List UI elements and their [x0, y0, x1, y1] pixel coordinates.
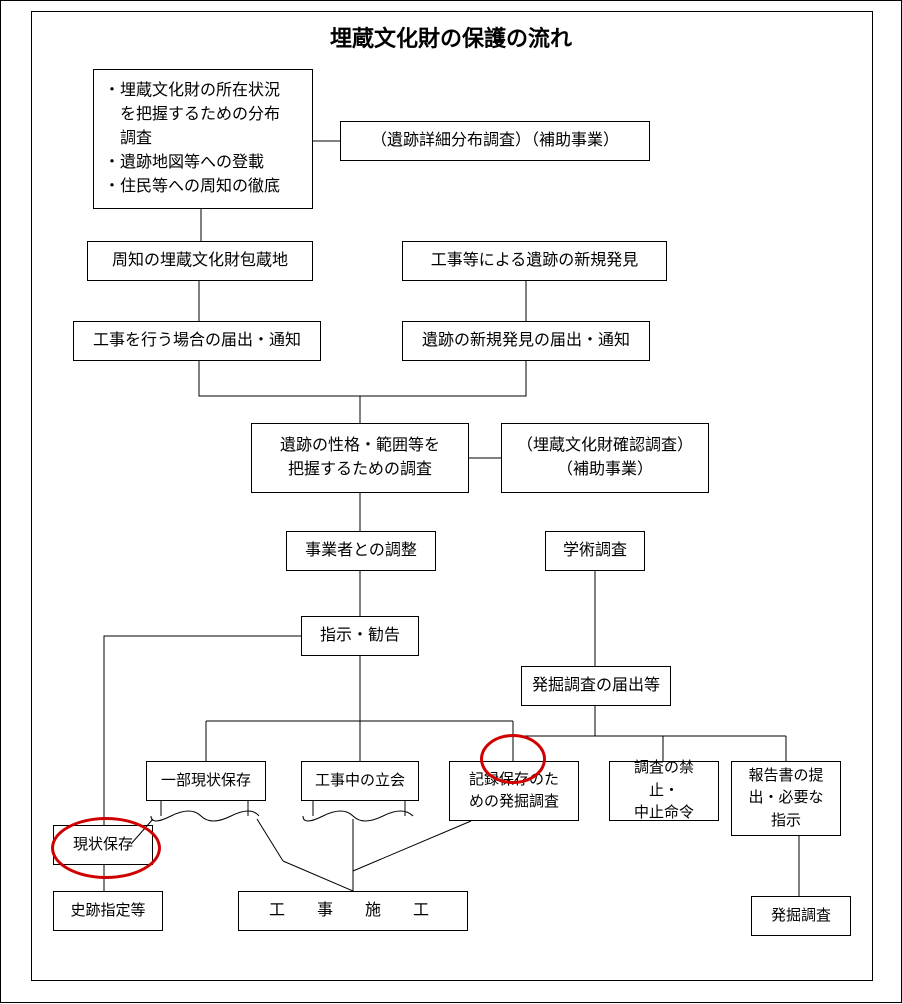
node-known-site: 周知の埋蔵文化財包蔵地	[87, 241, 313, 281]
node-instruction: 指示・勧告	[301, 616, 419, 656]
node-partial-preserve: 一部現状保存	[146, 761, 266, 801]
node-preserve-current: 現状保存	[53, 825, 153, 865]
node-report-instruction: 報告書の提出・必要な指示	[731, 761, 841, 836]
node-operator-adjustment: 事業者との調整	[286, 531, 436, 571]
diagram-title: 埋蔵文化財の保護の流れ	[1, 21, 901, 53]
node-historic-site-designation: 史跡指定等	[53, 891, 163, 931]
node-construction-execution: 工 事 施 工	[238, 891, 468, 931]
node-prohibit-order: 調査の禁止・中止命令	[609, 761, 719, 821]
node-academic-survey: 学術調査	[545, 531, 645, 571]
node-excavation-notice: 発掘調査の届出等	[521, 666, 671, 706]
node-confirmation-survey-aux: （埋蔵文化財確認調査）（補助事業）	[501, 423, 709, 493]
node-construction-notice: 工事を行う場合の届出・通知	[73, 321, 321, 361]
page-frame: 埋蔵文化財の保護の流れ ・埋蔵文化財の所在状況 を把握するための分布 調査・遺跡…	[0, 0, 902, 1003]
node-excavation-survey: 発掘調査	[751, 896, 851, 936]
node-discovery-notice: 遺跡の新規発見の届出・通知	[402, 321, 650, 361]
node-character-survey: 遺跡の性格・範囲等を把握するための調査	[251, 423, 469, 493]
node-distribution-survey: ・埋蔵文化財の所在状況 を把握するための分布 調査・遺跡地図等への登載・住民等へ…	[93, 69, 313, 209]
node-record-preserve-excavation: 記録保存のための発掘調査	[449, 761, 579, 821]
node-new-discovery: 工事等による遺跡の新規発見	[402, 241, 667, 281]
node-detail-survey-aux: （遺跡詳細分布調査）（補助事業）	[340, 121, 650, 161]
node-construction-witness: 工事中の立会	[301, 761, 419, 801]
